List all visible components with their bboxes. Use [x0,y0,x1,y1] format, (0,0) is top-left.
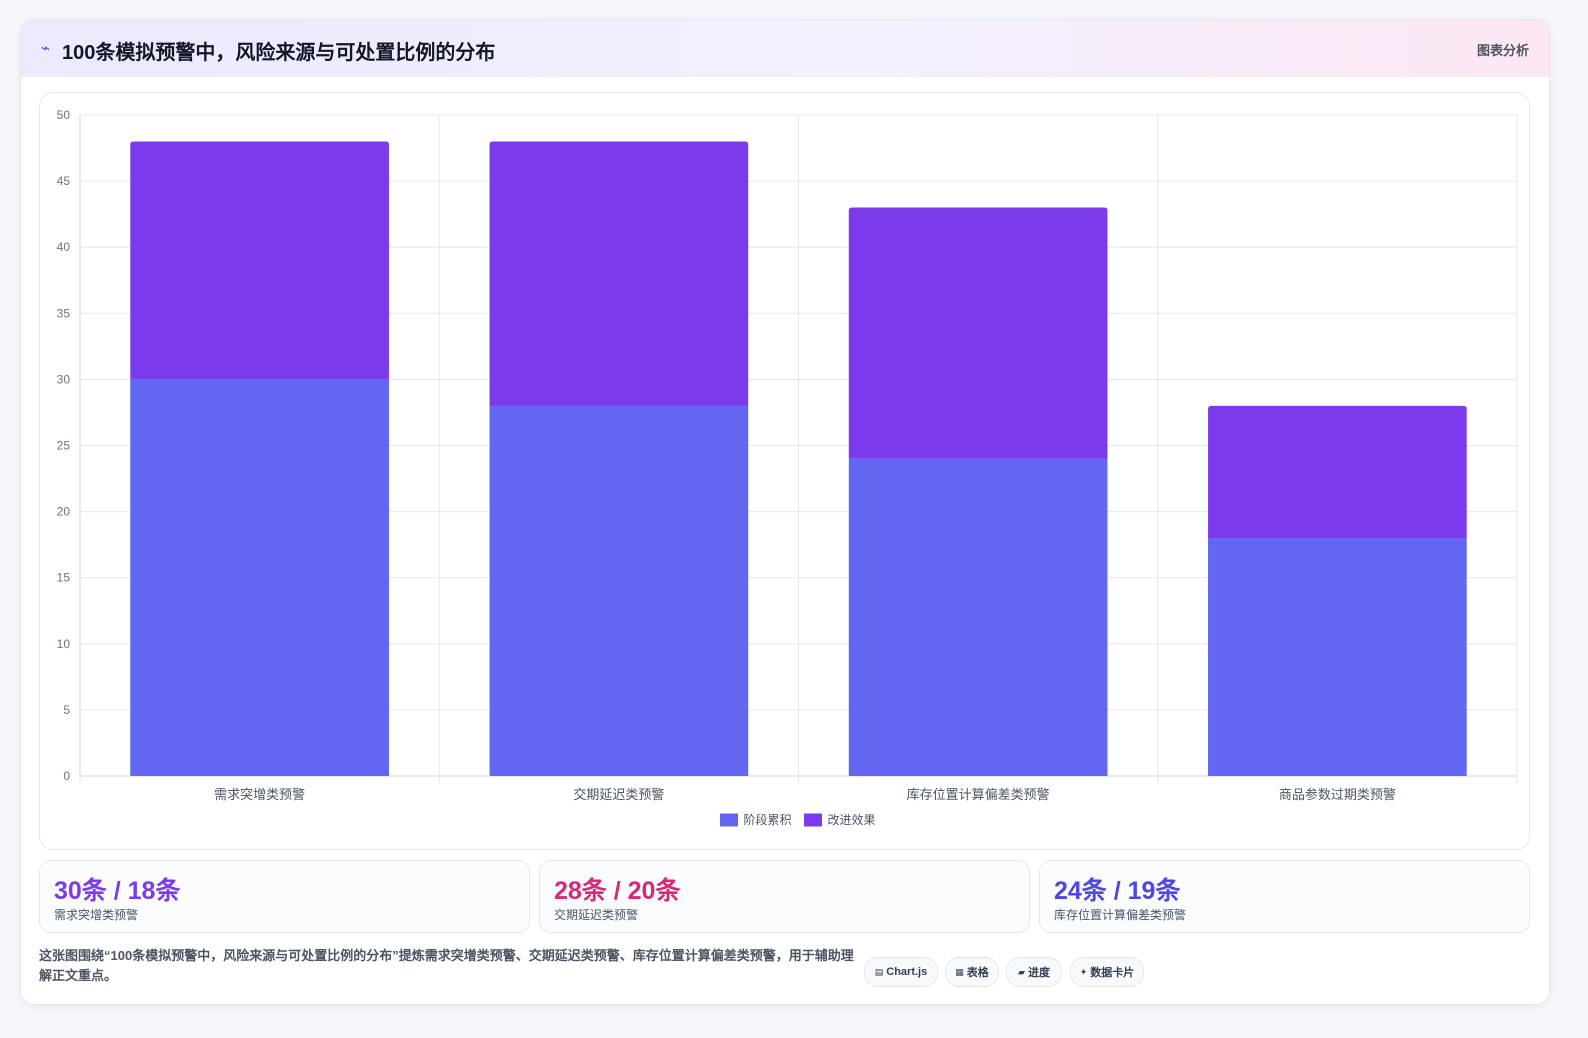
y-tick-label: 50 [57,108,71,122]
stat-card: 30条 / 18条 需求突增类预警 [39,860,530,933]
stat-label: 库存位置计算偏差类预警 [1054,908,1187,922]
x-tick-label: 库存位置计算偏差类预警 [907,787,1050,802]
stat-value: 28条 / 20条 [554,877,681,905]
legend-label: 改进效果 [828,812,876,827]
stat-value: 30条 / 18条 [54,877,181,905]
y-tick-label: 45 [57,174,71,188]
chip-data-card[interactable]: ✦ 数据卡片 [1070,957,1144,987]
table-icon: ▦ [955,966,964,977]
y-tick-label: 40 [57,240,71,254]
bar-segment [848,207,1108,459]
stat-label: 需求突增类预警 [54,908,139,922]
chip-label: 数据卡片 [1090,967,1135,979]
y-tick-label: 35 [57,306,71,320]
chart-description: 这张图围绕“100条模拟预警中，风险来源与可处置比例的分布”提炼需求突增类预警、… [39,948,854,983]
x-tick-label: 商品参数过期类预警 [1279,787,1396,802]
y-tick-label: 10 [57,637,71,651]
chip-label: 表格 [966,967,989,979]
x-tick-label: 需求突增类预警 [214,787,305,802]
chip-progress[interactable]: ▰ 进度 [1006,957,1062,987]
y-tick-label: 30 [57,372,71,386]
legend-swatch [720,813,738,827]
chip-table[interactable]: ▦ 表格 [945,957,999,987]
stat-label: 交期延迟类预警 [554,908,639,922]
progress-icon: ▰ [1018,966,1025,977]
stat-value: 24条 / 19条 [1054,877,1181,905]
stacked-bar-chart: 0 5 10 15 20 25 30 35 40 45 50 需求突增类预警 交期延迟类预警 库存位置计算… [57,108,1518,827]
chart-line-icon: ⌁ [41,40,51,57]
x-tick-label: 交期延迟类预警 [573,787,664,802]
stat-card: 28条 / 20条 交期延迟类预警 [539,860,1030,933]
bar-segment [1208,405,1467,539]
chip-label: Chart.js [886,966,928,978]
y-tick-label: 15 [57,571,71,585]
chip-chartjs[interactable]: ▤ Chart.js [864,957,938,987]
legend-swatch [804,813,822,827]
y-tick-label: 5 [63,703,70,717]
y-tick-label: 20 [57,505,71,519]
bar-segment [130,379,389,776]
stat-card: 24条 / 19条 库存位置计算偏差类预警 [1039,860,1530,933]
bar-segment [130,141,389,380]
y-tick-label: 0 [63,769,70,783]
bar-segment [1208,538,1467,776]
chart-icon: ▤ [874,966,884,977]
page-title: 100条模拟预警中，风险来源与可处置比例的分布 [62,42,496,64]
bar-segment [489,141,749,406]
chart-card: ⌁ 100条模拟预警中，风险来源与可处置比例的分布 图表分析 0 5 10 15 20 2… [20,19,1550,1005]
chip-label: 进度 [1027,967,1050,979]
bar-segment [848,458,1108,776]
chart-panel: 0 5 10 15 20 25 30 35 40 45 50 需求突增类预警 交期延迟类预警 库存位置计算… [39,92,1530,850]
bar-segment [489,405,749,776]
header-tag: 图表分析 [1476,43,1529,58]
legend-label: 阶段累积 [744,812,792,827]
card-header: ⌁ 100条模拟预警中，风险来源与可处置比例的分布 图表分析 [21,20,1549,77]
y-tick-label: 25 [57,439,71,453]
sparkle-icon: ✦ [1079,966,1088,977]
